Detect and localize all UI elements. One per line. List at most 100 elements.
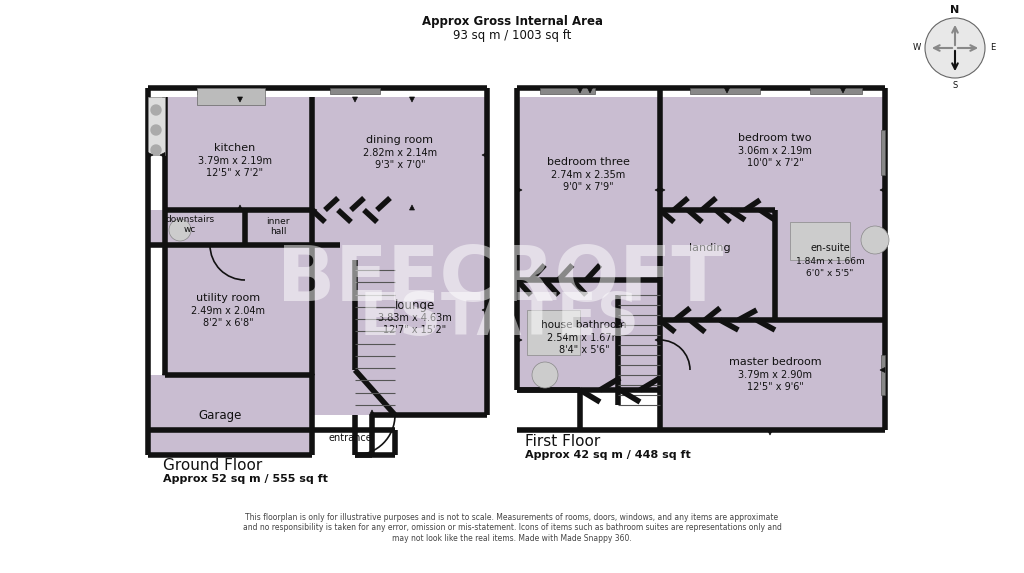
Text: 3.83m x 4.63m: 3.83m x 4.63m [378, 313, 452, 323]
Text: 8'2" x 6'8": 8'2" x 6'8" [203, 318, 253, 328]
Polygon shape [588, 88, 593, 93]
Circle shape [861, 226, 889, 254]
Circle shape [151, 125, 161, 135]
Text: lounge: lounge [395, 299, 435, 312]
Polygon shape [352, 97, 357, 102]
Polygon shape [160, 152, 165, 158]
Bar [660, 210, 775, 370]
Bar [245, 210, 312, 245]
Text: 3.79m x 2.19m: 3.79m x 2.19m [198, 156, 272, 166]
Text: BEECROFT: BEECROFT [276, 243, 723, 317]
Text: Garage: Garage [199, 409, 242, 422]
Text: landing: landing [689, 243, 731, 253]
Circle shape [169, 219, 191, 241]
Text: 12'5" x 9'6": 12'5" x 9'6" [746, 382, 804, 392]
Bar [148, 375, 312, 455]
Polygon shape [163, 240, 168, 245]
Text: 1.84m x 1.66m: 1.84m x 1.66m [796, 257, 864, 265]
Polygon shape [725, 88, 729, 93]
Bar [312, 97, 487, 210]
Polygon shape [163, 370, 168, 375]
Text: Approx 52 sq m / 555 sq ft: Approx 52 sq m / 555 sq ft [163, 474, 328, 484]
Text: 9'3" x 7'0": 9'3" x 7'0" [375, 160, 425, 170]
Bar [148, 210, 245, 245]
Text: 3.79m x 2.90m: 3.79m x 2.90m [738, 370, 812, 380]
Polygon shape [660, 187, 665, 193]
Bar [540, 88, 595, 94]
Polygon shape [410, 97, 415, 102]
Text: 2.82m x 2.14m: 2.82m x 2.14m [362, 148, 437, 158]
Bar [517, 97, 660, 280]
Polygon shape [370, 410, 375, 415]
Bar [660, 97, 885, 210]
Text: 12'7" x 15'2": 12'7" x 15'2" [383, 325, 446, 335]
Circle shape [151, 105, 161, 115]
Text: utility room: utility room [196, 293, 260, 303]
Polygon shape [655, 337, 660, 343]
Text: downstairs: downstairs [166, 215, 215, 225]
Text: 6'0" x 5'5": 6'0" x 5'5" [806, 269, 854, 277]
Text: bedroom three: bedroom three [547, 157, 630, 167]
Polygon shape [880, 187, 885, 193]
Text: kitchen: kitchen [214, 143, 256, 153]
Bar [312, 210, 487, 415]
Text: S: S [952, 81, 957, 91]
Bar [165, 245, 312, 375]
Polygon shape [880, 367, 885, 372]
Text: Approx 42 sq m / 448 sq ft: Approx 42 sq m / 448 sq ft [525, 450, 691, 460]
Bar [810, 88, 862, 94]
Text: E: E [990, 44, 995, 53]
Bar [881, 355, 885, 395]
Polygon shape [482, 308, 487, 312]
Text: N: N [950, 5, 959, 15]
Text: hall: hall [269, 227, 287, 237]
Bar [517, 280, 660, 390]
Text: 2.54m x 1.67m: 2.54m x 1.67m [547, 333, 622, 343]
Bar [330, 88, 380, 94]
Polygon shape [517, 337, 522, 343]
Text: 3.06m x 2.19m: 3.06m x 2.19m [738, 146, 812, 156]
Bar [790, 222, 850, 260]
Text: Approx Gross Internal Area: Approx Gross Internal Area [422, 15, 602, 29]
Text: ESTATES: ESTATES [360, 289, 640, 347]
Polygon shape [238, 205, 243, 210]
Text: 10'0" x 7'2": 10'0" x 7'2" [746, 158, 804, 168]
Text: 9'0" x 7'9": 9'0" x 7'9" [562, 182, 613, 192]
Polygon shape [312, 207, 317, 213]
Circle shape [151, 145, 161, 155]
Circle shape [532, 362, 558, 388]
Text: First Floor: First Floor [525, 434, 600, 449]
Bar [197, 88, 260, 94]
Text: W: W [912, 44, 922, 53]
Text: wc: wc [184, 226, 197, 234]
Text: 8'4" x 5'6": 8'4" x 5'6" [559, 345, 609, 355]
Polygon shape [578, 88, 583, 93]
Polygon shape [657, 425, 663, 430]
Text: dining room: dining room [367, 135, 433, 145]
Bar [148, 97, 165, 155]
Polygon shape [655, 187, 660, 193]
Polygon shape [578, 425, 583, 430]
Bar [527, 310, 580, 355]
Text: 2.74m x 2.35m: 2.74m x 2.35m [551, 170, 625, 180]
Polygon shape [148, 152, 153, 158]
Polygon shape [309, 370, 314, 375]
Polygon shape [410, 205, 415, 210]
Text: en-suite: en-suite [810, 243, 850, 253]
Text: 2.49m x 2.04m: 2.49m x 2.04m [191, 306, 265, 316]
Text: bedroom two: bedroom two [738, 133, 812, 143]
Polygon shape [517, 187, 522, 193]
Text: Ground Floor: Ground Floor [163, 457, 262, 473]
Polygon shape [238, 97, 243, 102]
Bar [881, 130, 885, 175]
Text: This floorplan is only for illustrative purposes and is not to scale. Measuremen: This floorplan is only for illustrative … [243, 513, 781, 543]
Polygon shape [482, 152, 487, 158]
Bar [197, 88, 265, 105]
Bar [775, 210, 885, 320]
Bar [165, 97, 312, 210]
Polygon shape [768, 430, 772, 435]
Text: master bedroom: master bedroom [729, 357, 821, 367]
Text: 93 sq m / 1003 sq ft: 93 sq m / 1003 sq ft [453, 29, 571, 42]
Text: house bathroom: house bathroom [542, 320, 627, 330]
Circle shape [925, 18, 985, 78]
